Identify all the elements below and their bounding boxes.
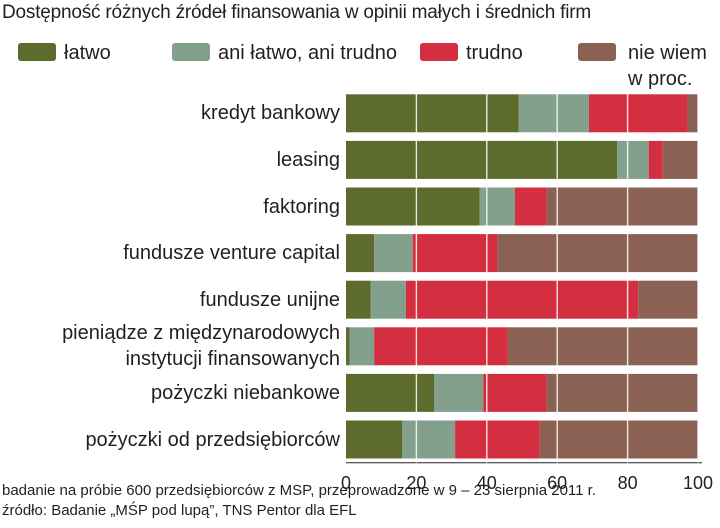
bar-pozyczki-niebankowe-trudno	[483, 373, 547, 412]
category-label-faktoring: faktoring	[263, 194, 340, 220]
category-label-line: pieniądze z międzynarodowych	[62, 322, 340, 345]
category-label-line: pożyczki niebankowe	[151, 381, 340, 404]
bar-kredyt-bankowy-latwo	[346, 94, 519, 133]
legend-swatch-nie-wiem	[578, 43, 616, 61]
legend-swatch-latwo	[18, 43, 56, 61]
x-tick-label-80: 80	[618, 473, 638, 493]
bar-fundusze-unijne-latwo	[346, 280, 371, 319]
x-tick-label-100: 100	[683, 473, 713, 493]
bar-fundusze-venture-capital-trudno	[412, 234, 498, 273]
legend-label-ani-latwo-ani-trudno: ani łatwo, ani trudno	[218, 42, 398, 64]
unit-label: w proc.	[628, 68, 693, 90]
bar-kredyt-bankowy-ani-latwo-ani-trudno	[518, 94, 589, 133]
bar-pozyczki-od-przedsiebiorcow-latwo	[346, 420, 403, 459]
legend-swatch-trudno	[420, 43, 458, 61]
bar-leasing-trudno	[648, 140, 663, 179]
category-label-leasing: leasing	[277, 147, 340, 173]
legend-label-latwo: łatwo	[64, 42, 111, 64]
bar-pieniadze-z-miedzynarodowych-instytucji-finansowanych-trudno	[374, 327, 508, 366]
bar-pozyczki-niebankowe-latwo	[346, 373, 434, 412]
bar-pieniadze-z-miedzynarodowych-instytucji-finansowanych-ani-latwo-ani-trudno	[349, 327, 375, 366]
bar-fundusze-unijne-trudno	[405, 280, 639, 319]
bar-faktoring-latwo	[346, 187, 480, 226]
legend-label-nie-wiem: nie wiem	[628, 42, 707, 64]
category-label-pozyczki-niebankowe: pożyczki niebankowe	[151, 380, 340, 406]
x-tick-label-0: 0	[341, 473, 351, 493]
bar-fundusze-venture-capital-latwo	[346, 234, 375, 273]
bar-faktoring-nie-wiem	[546, 187, 698, 226]
category-label-fundusze-venture-capital: fundusze venture capital	[123, 240, 340, 266]
category-label-line: kredyt bankowy	[201, 102, 340, 125]
bar-fundusze-venture-capital-ani-latwo-ani-trudno	[374, 234, 413, 273]
bar-pozyczki-od-przedsiebiorcow-trudno	[455, 420, 540, 459]
category-label-pieniadze-z-miedzynarodowych-instytucji-finansowanych: pieniądze z międzynarodowych instytucji f…	[62, 320, 340, 372]
category-label-line: faktoring	[263, 195, 340, 218]
bar-pieniadze-z-miedzynarodowych-instytucji-finansowanych-nie-wiem	[507, 327, 698, 366]
bar-leasing-nie-wiem	[662, 140, 698, 179]
bar-faktoring-ani-latwo-ani-trudno	[479, 187, 515, 226]
bar-pozyczki-niebankowe-ani-latwo-ani-trudno	[434, 373, 484, 412]
category-label-line: fundusze venture capital	[123, 242, 340, 265]
bar-kredyt-bankowy-trudno	[588, 94, 688, 133]
bar-leasing-ani-latwo-ani-trudno	[617, 140, 649, 179]
category-label-line: fundusze unijne	[199, 288, 340, 311]
legend-swatch-ani-latwo-ani-trudno	[172, 43, 210, 61]
legend-label-trudno: trudno	[466, 42, 523, 64]
bar-leasing-latwo	[346, 140, 618, 179]
bar-pozyczki-od-przedsiebiorcow-ani-latwo-ani-trudno	[402, 420, 456, 459]
bar-kredyt-bankowy-nie-wiem	[687, 94, 698, 133]
bar-faktoring-trudno	[514, 187, 547, 226]
x-tick-label-20: 20	[406, 473, 426, 493]
footer-note: badanie na próbie 600 przedsiębiorców z …	[2, 482, 596, 499]
bar-pozyczki-od-przedsiebiorcow-nie-wiem	[539, 420, 698, 459]
category-label-line: pożyczki od przedsiębiorców	[85, 428, 340, 451]
bar-pieniadze-z-miedzynarodowych-instytucji-finansowanych-latwo	[346, 327, 350, 366]
footer-source: źródło: Badanie „MŚP pod lupą”, TNS Pent…	[2, 502, 357, 519]
bar-pozyczki-niebankowe-nie-wiem	[546, 373, 698, 412]
bar-fundusze-unijne-ani-latwo-ani-trudno	[370, 280, 406, 319]
category-label-line: instytucji finansowanych	[125, 348, 340, 371]
bar-fundusze-venture-capital-nie-wiem	[497, 234, 698, 273]
chart-title: Dostępność różnych źródeł finansowania w…	[2, 2, 591, 23]
x-tick-label-40: 40	[477, 473, 497, 493]
category-label-line: leasing	[276, 148, 340, 171]
category-label-kredyt-bankowy: kredyt bankowy	[201, 100, 340, 126]
category-label-pozyczki-od-przedsiebiorcow: pożyczki od przedsiębiorców	[85, 427, 340, 453]
category-label-fundusze-unijne: fundusze unijne	[200, 287, 340, 313]
x-tick-label-60: 60	[547, 473, 567, 493]
bar-fundusze-unijne-nie-wiem	[638, 280, 698, 319]
